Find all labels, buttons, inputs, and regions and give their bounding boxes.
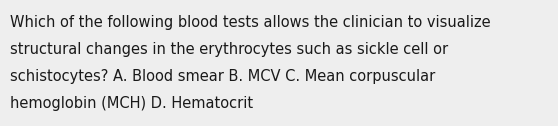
Text: hemoglobin (MCH) D. Hematocrit: hemoglobin (MCH) D. Hematocrit [10, 96, 253, 111]
Text: structural changes in the erythrocytes such as sickle cell or: structural changes in the erythrocytes s… [10, 42, 448, 57]
Text: Which of the following blood tests allows the clinician to visualize: Which of the following blood tests allow… [10, 15, 490, 30]
Text: schistocytes? A. Blood smear B. MCV C. Mean corpuscular: schistocytes? A. Blood smear B. MCV C. M… [10, 69, 435, 84]
